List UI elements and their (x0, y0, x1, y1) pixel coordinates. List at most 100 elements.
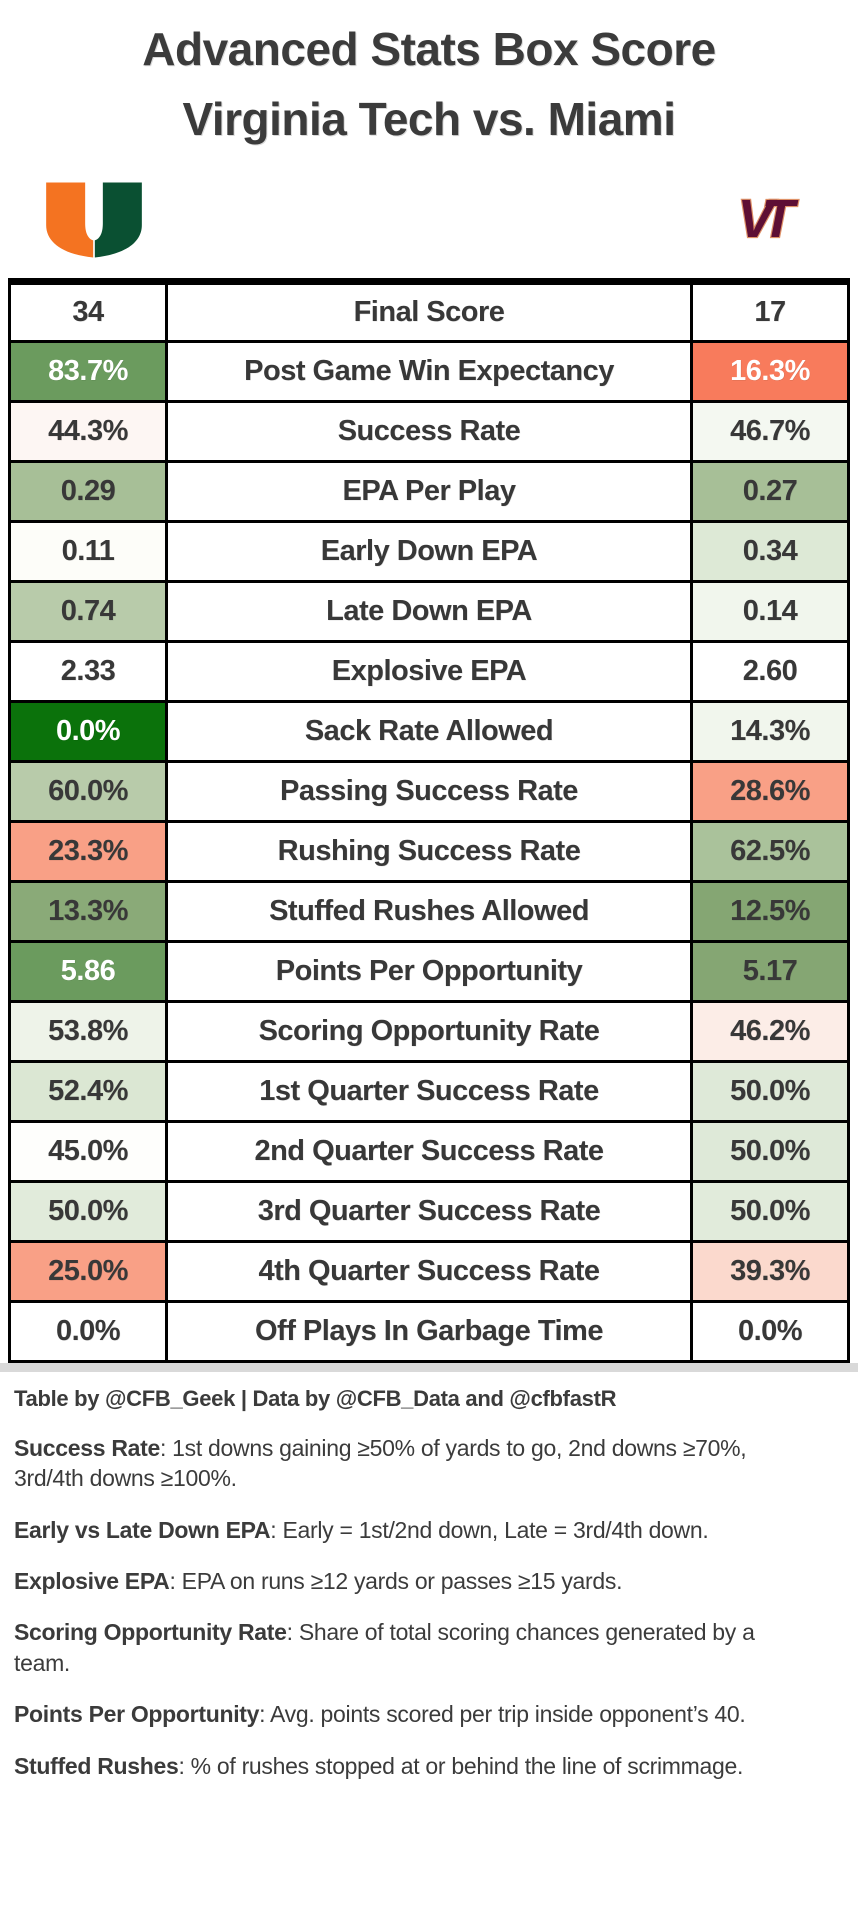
metric-label-cell: 1st Quarter Success Rate (165, 1060, 693, 1123)
away-value-cell: 2.60 (690, 640, 850, 703)
away-value-cell: 0.27 (690, 460, 850, 523)
home-value-cell: 83.7% (8, 340, 168, 403)
metric-label-cell: Final Score (165, 280, 693, 343)
definition-note: Early vs Late Down EPA: Early = 1st/2nd … (14, 1515, 814, 1545)
metric-label-cell: Post Game Win Expectancy (165, 340, 693, 403)
metric-label-cell: Early Down EPA (165, 520, 693, 583)
away-value-cell: 12.5% (690, 880, 850, 943)
table-row: 13.3% Stuffed Rushes Allowed 12.5% (8, 880, 850, 943)
note-term: Explosive EPA (14, 1568, 170, 1595)
table-row: 23.3% Rushing Success Rate 62.5% (8, 820, 850, 883)
footer-divider (0, 1363, 858, 1372)
table-row: 0.0% Sack Rate Allowed 14.3% (8, 700, 850, 763)
credit-line: Table by @CFB_Geek | Data by @CFB_Data a… (14, 1386, 617, 1411)
home-value-cell: 0.0% (8, 1300, 168, 1363)
definition-note: Stuffed Rushes: % of rushes stopped at o… (14, 1751, 814, 1781)
home-value-cell: 25.0% (8, 1240, 168, 1303)
metric-label-cell: Late Down EPA (165, 580, 693, 643)
table-row: 25.0% 4th Quarter Success Rate 39.3% (8, 1240, 850, 1303)
home-value-cell: 5.86 (8, 940, 168, 1003)
table-row: 2.33 Explosive EPA 2.60 (8, 640, 850, 703)
metric-label-cell: Sack Rate Allowed (165, 700, 693, 763)
metric-label-cell: 2nd Quarter Success Rate (165, 1120, 693, 1183)
away-value-cell: 17 (690, 280, 850, 343)
team-logo-row: VT (0, 174, 858, 266)
metric-label-cell: Scoring Opportunity Rate (165, 1000, 693, 1063)
table-row: 0.11 Early Down EPA 0.34 (8, 520, 850, 583)
advanced-stats-table: 34 Final Score 17 83.7% Post Game Win Expect… (8, 278, 850, 1363)
note-description: : 1st downs gaining ≥50% of yards to go,… (14, 1435, 747, 1492)
metric-label-cell: Success Rate (165, 400, 693, 463)
away-value-cell: 16.3% (690, 340, 850, 403)
title-line-2: Virginia Tech vs. Miami (182, 93, 676, 145)
away-value-cell: 50.0% (690, 1120, 850, 1183)
vt-logo-text: VT (738, 189, 799, 249)
definition-notes: Success Rate: 1st downs gaining ≥50% of … (14, 1433, 844, 1781)
home-value-cell: 34 (8, 280, 168, 343)
definition-note: Explosive EPA: EPA on runs ≥12 yards or … (14, 1566, 814, 1596)
note-description: : % of rushes stopped at or behind the l… (178, 1752, 744, 1779)
table-row: 34 Final Score 17 (8, 280, 850, 343)
note-description: : Avg. points scored per trip inside opp… (259, 1701, 746, 1728)
table-row: 0.74 Late Down EPA 0.14 (8, 580, 850, 643)
definition-note: Points Per Opportunity: Avg. points scor… (14, 1699, 814, 1729)
title-line-1: Advanced Stats Box Score (142, 23, 716, 75)
home-value-cell: 0.74 (8, 580, 168, 643)
metric-label-cell: Points Per Opportunity (165, 940, 693, 1003)
table-row: 60.0% Passing Success Rate 28.6% (8, 760, 850, 823)
note-term: Early vs Late Down EPA (14, 1516, 271, 1543)
table-row: 83.7% Post Game Win Expectancy 16.3% (8, 340, 850, 403)
home-value-cell: 13.3% (8, 880, 168, 943)
table-row: 50.0% 3rd Quarter Success Rate 50.0% (8, 1180, 850, 1243)
home-value-cell: 23.3% (8, 820, 168, 883)
metric-label-cell: EPA Per Play (165, 460, 693, 523)
home-value-cell: 50.0% (8, 1180, 168, 1243)
table-row: 52.4% 1st Quarter Success Rate 50.0% (8, 1060, 850, 1123)
metric-label-cell: Explosive EPA (165, 640, 693, 703)
away-value-cell: 0.14 (690, 580, 850, 643)
table-row: 45.0% 2nd Quarter Success Rate 50.0% (8, 1120, 850, 1183)
home-value-cell: 53.8% (8, 1000, 168, 1063)
home-value-cell: 52.4% (8, 1060, 168, 1123)
away-value-cell: 0.34 (690, 520, 850, 583)
note-term: Stuffed Rushes (14, 1752, 179, 1779)
table-row: 0.0% Off Plays In Garbage Time 0.0% (8, 1300, 850, 1363)
away-value-cell: 14.3% (690, 700, 850, 763)
home-value-cell: 0.0% (8, 700, 168, 763)
away-value-cell: 46.7% (690, 400, 850, 463)
away-value-cell: 62.5% (690, 820, 850, 883)
note-term: Success Rate (14, 1435, 160, 1461)
metric-label-cell: Passing Success Rate (165, 760, 693, 823)
note-description: : Early = 1st/2nd down, Late = 3rd/4th d… (270, 1516, 709, 1543)
note-term: Points Per Opportunity (14, 1701, 260, 1728)
stats-table-body: 34 Final Score 17 83.7% Post Game Win Expect… (8, 280, 850, 1363)
home-value-cell: 60.0% (8, 760, 168, 823)
metric-label-cell: Off Plays In Garbage Time (165, 1300, 693, 1363)
note-description: : EPA on runs ≥12 yards or passes ≥15 ya… (169, 1568, 623, 1595)
footer: Table by @CFB_Geek | Data by @CFB_Data a… (0, 1372, 858, 1781)
home-value-cell: 44.3% (8, 400, 168, 463)
note-term: Scoring Opportunity Rate (14, 1619, 287, 1646)
metric-label-cell: 3rd Quarter Success Rate (165, 1180, 693, 1243)
page-title: Advanced Stats Box Score Virginia Tech v… (0, 26, 858, 142)
away-value-cell: 46.2% (690, 1000, 850, 1063)
home-value-cell: 0.29 (8, 460, 168, 523)
note-description: : Share of total scoring chances generat… (14, 1619, 755, 1676)
table-row: 44.3% Success Rate 46.7% (8, 400, 850, 463)
away-value-cell: 28.6% (690, 760, 850, 823)
home-value-cell: 2.33 (8, 640, 168, 703)
table-row: 5.86 Points Per Opportunity 5.17 (8, 940, 850, 1003)
away-value-cell: 5.17 (690, 940, 850, 1003)
home-value-cell: 0.11 (8, 520, 168, 583)
virginia-tech-vt-logo-icon: VT (704, 185, 816, 255)
table-row: 0.29 EPA Per Play 0.27 (8, 460, 850, 523)
miami-u-logo-icon (42, 178, 146, 262)
home-value-cell: 45.0% (8, 1120, 168, 1183)
away-value-cell: 50.0% (690, 1060, 850, 1123)
away-value-cell: 39.3% (690, 1240, 850, 1303)
metric-label-cell: 4th Quarter Success Rate (165, 1240, 693, 1303)
definition-note: Success Rate: 1st downs gaining ≥50% of … (14, 1433, 814, 1494)
table-row: 53.8% Scoring Opportunity Rate 46.2% (8, 1000, 850, 1063)
definition-note: Scoring Opportunity Rate: Share of total… (14, 1617, 814, 1678)
away-value-cell: 0.0% (690, 1300, 850, 1363)
